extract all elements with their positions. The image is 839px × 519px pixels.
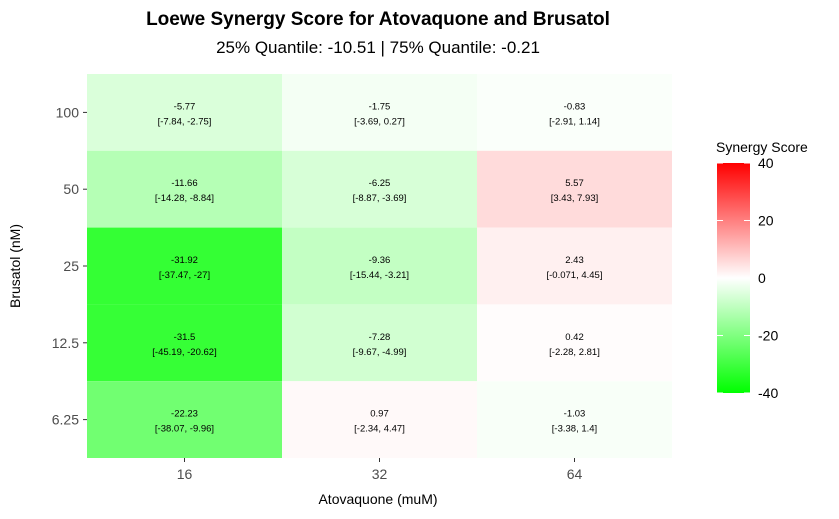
cell-ci-label: [-14.28, -8.84]: [155, 193, 214, 204]
y-axis-ticks: 100 50 25 12.5 6.25: [52, 104, 87, 428]
heatmap-cell: [282, 227, 477, 305]
cell-value-label: 2.43: [565, 255, 584, 266]
heatmap-cell: [282, 74, 477, 151]
x-tick-label: 32: [372, 466, 388, 482]
y-tick-label: 12.5: [52, 335, 79, 351]
x-tick-label: 64: [567, 466, 583, 482]
cell-value-label: -1.03: [564, 409, 586, 420]
heatmap-cell: [282, 150, 477, 228]
legend-tick-label: 40: [758, 155, 774, 171]
cell-value-label: -31.92: [171, 255, 198, 266]
cell-ci-label: [-9.67, -4.99]: [353, 347, 407, 358]
cell-value-label: -0.83: [564, 101, 586, 112]
legend-ticks: 40 20 0 -20 -40: [717, 155, 778, 401]
chart-subtitle: 25% Quantile: -10.51 | 75% Quantile: -0.…: [216, 38, 540, 57]
cell-value-label: 0.97: [370, 409, 389, 420]
chart-title: Loewe Synergy Score for Atovaquone and B…: [146, 9, 610, 30]
heatmap-cell: [477, 227, 672, 305]
heatmap-cell: [477, 150, 672, 228]
legend-tick-label: -40: [758, 385, 778, 401]
x-axis-ticks: 16 32 64: [177, 458, 583, 482]
legend-tick-label: -20: [758, 328, 778, 344]
cell-value-label: 5.57: [565, 178, 584, 189]
y-tick-label: 100: [56, 104, 80, 120]
cell-ci-label: [-0.071, 4.45]: [547, 270, 603, 281]
cell-ci-label: [-3.38, 1.4]: [552, 424, 597, 435]
cell-value-label: -7.28: [369, 332, 391, 343]
cell-ci-label: [-15.44, -3.21]: [350, 270, 409, 281]
cell-value-label: -9.36: [369, 255, 391, 266]
cell-value-label: 0.42: [565, 332, 584, 343]
cell-ci-label: [-45.19, -20.62]: [152, 347, 216, 358]
heatmap-cell: [477, 74, 672, 151]
cell-value-label: -6.25: [369, 178, 391, 189]
y-axis-label: Brusatol (nM): [7, 224, 23, 308]
x-axis-label: Atovaquone (muM): [318, 491, 437, 507]
heatmap-cell: [87, 227, 282, 305]
x-tick-label: 16: [177, 466, 193, 482]
cell-value-label: -5.77: [174, 101, 196, 112]
legend-tick-label: 20: [758, 213, 774, 229]
heatmap-cells: -5.77 [-7.84, -2.75] -1.75 [-3.69, 0.27] -0.…: [87, 74, 672, 458]
cell-value-label: -11.66: [171, 178, 197, 189]
cell-ci-label: [-8.87, -3.69]: [353, 193, 407, 204]
cell-value-label: -22.23: [171, 409, 198, 420]
heatmap-cell: [87, 150, 282, 228]
cell-ci-label: [-38.07, -9.96]: [155, 424, 214, 435]
y-tick-label: 50: [63, 181, 79, 197]
cell-ci-label: [3.43, 7.93]: [551, 193, 599, 204]
heatmap-cell: [477, 304, 672, 382]
cell-ci-label: [-3.69, 0.27]: [354, 116, 405, 127]
y-tick-label: 25: [63, 258, 79, 274]
cell-ci-label: [-7.84, -2.75]: [158, 116, 212, 127]
cell-value-label: -1.75: [369, 101, 391, 112]
legend-tick-label: 0: [758, 270, 766, 286]
legend-title: Synergy Score: [716, 139, 808, 155]
heatmap-cell: [87, 74, 282, 151]
heatmap-cell: [282, 381, 477, 458]
cell-value-label: -31.5: [174, 332, 196, 343]
cell-ci-label: [-37.47, -27]: [159, 270, 210, 281]
cell-ci-label: [-2.28, 2.81]: [549, 347, 600, 358]
heatmap-cell: [477, 381, 672, 458]
color-legend: Synergy Score 40 20 0 -20 -40: [716, 139, 808, 401]
heatmap-cell: [87, 381, 282, 458]
heatmap-cell: [282, 304, 477, 382]
cell-ci-label: [-2.34, 4.47]: [354, 424, 405, 435]
cell-ci-label: [-2.91, 1.14]: [549, 116, 600, 127]
heatmap-cell: [87, 304, 282, 382]
y-tick-label: 6.25: [52, 412, 79, 428]
